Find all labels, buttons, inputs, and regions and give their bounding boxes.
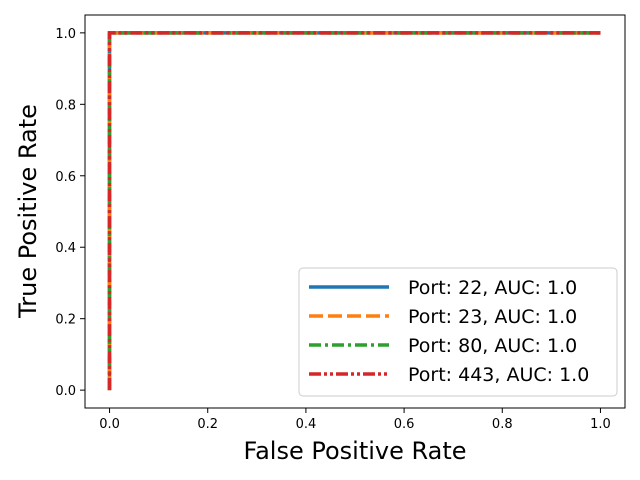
x-tick-label: 1.0 bbox=[590, 417, 611, 432]
y-tick-label: 0.2 bbox=[55, 313, 76, 328]
x-tick-label: 0.6 bbox=[394, 417, 415, 432]
x-tick-label: 0.4 bbox=[296, 417, 317, 432]
legend-label-1: Port: 23, AUC: 1.0 bbox=[408, 306, 577, 328]
y-tick-label: 0.8 bbox=[55, 98, 76, 113]
plot-frame bbox=[84, 14, 626, 409]
legend: Port: 22, AUC: 1.0 Port: 23, AUC: 1.0 Port… bbox=[298, 267, 618, 397]
x-axis-ticks: 0.0 0.2 0.4 0.6 0.8 1.0 bbox=[99, 408, 611, 432]
x-axis-label: False Positive Rate bbox=[243, 437, 466, 465]
x-tick-label: 0.2 bbox=[197, 417, 218, 432]
legend-label-3: Port: 443, AUC: 1.0 bbox=[408, 364, 589, 386]
y-axis-label: True Positive Rate bbox=[14, 104, 42, 319]
y-axis-ticks: 0.0 0.2 0.4 0.6 0.8 1.0 bbox=[55, 27, 85, 399]
legend-label-2: Port: 80, AUC: 1.0 bbox=[408, 335, 577, 357]
x-tick-label: 0.8 bbox=[492, 417, 513, 432]
legend-label-0: Port: 22, AUC: 1.0 bbox=[408, 277, 577, 299]
y-tick-label: 0.0 bbox=[55, 384, 76, 399]
y-tick-label: 1.0 bbox=[55, 27, 76, 42]
y-tick-label: 0.4 bbox=[55, 241, 76, 256]
series-line-3 bbox=[107, 31, 601, 391]
x-tick-label: 0.0 bbox=[99, 417, 120, 432]
y-tick-label: 0.6 bbox=[55, 170, 76, 185]
legend-box bbox=[298, 267, 618, 397]
series-lines bbox=[107, 31, 601, 391]
